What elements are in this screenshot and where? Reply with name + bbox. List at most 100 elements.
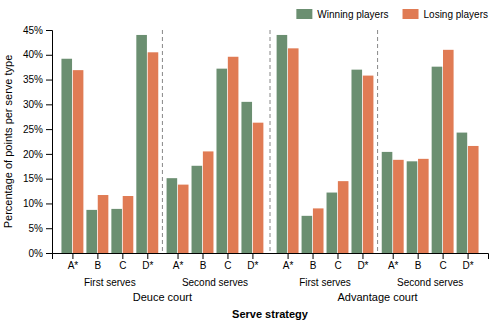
x-tick: B xyxy=(415,253,422,271)
y-tick-mark xyxy=(46,228,52,229)
legend-item: Winning players xyxy=(296,9,388,20)
y-tick-label: 25% xyxy=(23,124,43,135)
x-tick-label: D* xyxy=(357,260,368,271)
x-tick-mark xyxy=(227,253,228,259)
x-tick-mark xyxy=(97,253,98,259)
bar xyxy=(327,193,338,253)
bars xyxy=(61,35,478,253)
bar xyxy=(61,59,72,253)
bar xyxy=(393,160,404,253)
x-tick: C xyxy=(119,253,126,271)
bar xyxy=(363,76,374,253)
x-tick: B xyxy=(310,253,317,271)
bar xyxy=(73,70,84,253)
bar xyxy=(432,67,443,253)
subgroup-label: First serves xyxy=(299,277,351,288)
bar xyxy=(338,181,349,253)
x-tick: A* xyxy=(68,253,79,271)
bar xyxy=(351,70,362,253)
y-tick-mark xyxy=(46,179,52,180)
bar xyxy=(457,133,468,253)
x-tick: C xyxy=(224,253,231,271)
bar xyxy=(277,35,288,253)
x-tick-mark xyxy=(203,253,204,259)
x-tick-label: A* xyxy=(173,260,184,271)
bar xyxy=(407,161,418,253)
y-tick: 25% xyxy=(23,124,52,135)
y-tick: 40% xyxy=(23,49,52,60)
subgroup-label: Second serves xyxy=(397,277,463,288)
bar xyxy=(148,52,159,253)
x-tick: D* xyxy=(357,253,368,271)
x-tick-mark xyxy=(147,253,148,259)
x-tick-mark xyxy=(418,253,419,259)
y-tick-mark xyxy=(46,30,52,31)
x-tick: A* xyxy=(173,253,184,271)
x-tick: C xyxy=(334,253,341,271)
separator xyxy=(162,30,163,253)
y-tick-mark xyxy=(46,104,52,105)
x-tick-mark xyxy=(468,253,469,259)
y-tick: 45% xyxy=(23,25,52,36)
bar xyxy=(98,195,109,253)
legend-label: Winning players xyxy=(317,9,388,20)
bar xyxy=(167,178,178,253)
x-tick-mark xyxy=(72,253,73,259)
separator xyxy=(270,30,271,253)
bar xyxy=(468,146,479,253)
y-tick-mark xyxy=(46,253,52,254)
y-tick-mark xyxy=(46,203,52,204)
x-tick: D* xyxy=(247,253,258,271)
y-tick-label: 15% xyxy=(23,173,43,184)
group-label: Advantage court xyxy=(338,291,418,303)
x-tick: B xyxy=(200,253,207,271)
bar xyxy=(418,159,429,253)
bar xyxy=(86,210,97,253)
x-tick-label: A* xyxy=(388,260,399,271)
bar xyxy=(203,151,214,253)
x-tick-label: C xyxy=(440,260,447,271)
separator xyxy=(377,30,378,253)
bar xyxy=(123,196,134,253)
y-tick-label: 30% xyxy=(23,99,43,110)
y-tick-label: 20% xyxy=(23,149,43,160)
legend-label: Losing players xyxy=(424,9,488,20)
y-tick-mark xyxy=(46,80,52,81)
bar xyxy=(192,166,203,253)
chart: 0%5%10%15%20%25%30%35%40%45%A*BCD*A*BCD*… xyxy=(0,0,500,325)
y-tick-label: 40% xyxy=(23,49,43,60)
subgroup-label: Second serves xyxy=(182,277,248,288)
y-tick: 10% xyxy=(23,198,52,209)
x-tick: B xyxy=(95,253,102,271)
bar xyxy=(313,208,324,253)
y-tick-label: 35% xyxy=(23,74,43,85)
legend-item: Losing players xyxy=(403,9,488,20)
bar xyxy=(241,102,252,253)
x-tick-label: D* xyxy=(463,260,474,271)
x-tick-label: D* xyxy=(247,260,258,271)
x-tick-mark xyxy=(122,253,123,259)
bar xyxy=(382,152,393,253)
series xyxy=(73,48,479,253)
bar xyxy=(228,57,239,253)
x-tick-mark xyxy=(313,253,314,259)
x-tick-label: A* xyxy=(283,260,294,271)
plot: 0%5%10%15%20%25%30%35%40%45%A*BCD*A*BCD*… xyxy=(2,25,489,320)
bar xyxy=(253,123,264,253)
y-tick-label: 45% xyxy=(23,25,43,36)
y-tick-mark xyxy=(46,154,52,155)
series xyxy=(61,35,467,253)
x-tick-label: B xyxy=(95,260,102,271)
x-tick-mark xyxy=(362,253,363,259)
bar xyxy=(136,35,147,253)
legend: Winning players Losing players xyxy=(296,9,488,20)
y-axis: 0% 5% 10% 15% 20% 25% 30% 35% 40% 45% xyxy=(23,25,53,259)
x-tick-label: A* xyxy=(68,260,79,271)
y-tick-label: 5% xyxy=(29,223,44,234)
x-tick: D* xyxy=(463,253,474,271)
y-tick-label: 0% xyxy=(29,248,44,259)
x-tick: D* xyxy=(142,253,153,271)
x-axis-line xyxy=(53,254,489,260)
y-tick: 15% xyxy=(23,173,52,184)
x-tick-label: B xyxy=(310,260,317,271)
